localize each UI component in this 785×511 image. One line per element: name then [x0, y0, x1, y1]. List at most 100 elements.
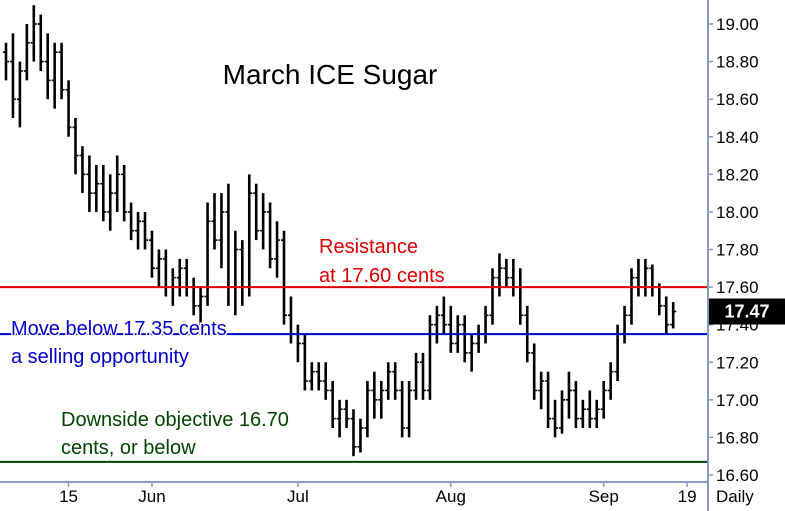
- price-bar: [426, 315, 433, 400]
- y-tick-label: 18.40: [716, 128, 759, 147]
- price-bar: [503, 258, 510, 288]
- price-bar: [260, 193, 267, 250]
- chart-title: March ICE Sugar: [223, 59, 438, 90]
- price-bar: [204, 202, 211, 306]
- price-bar: [392, 362, 399, 400]
- last-price-value: 17.47: [724, 302, 769, 322]
- price-bar: [447, 305, 454, 353]
- sell-trigger-label-line: a selling opportunity: [11, 346, 189, 368]
- price-bar: [350, 409, 357, 457]
- price-bar: [86, 155, 93, 212]
- price-bar: [176, 258, 183, 297]
- objective-label-line: Downside objective 16.70: [61, 409, 289, 431]
- price-bar: [510, 258, 517, 297]
- price-bar: [496, 253, 503, 297]
- price-bar: [135, 211, 142, 250]
- price-bar: [232, 230, 239, 316]
- price-bar: [79, 146, 86, 194]
- price-bar: [635, 258, 642, 297]
- price-bar: [663, 296, 670, 335]
- price-bar: [343, 399, 350, 429]
- price-bar: [586, 390, 593, 429]
- price-bar: [287, 296, 294, 344]
- price-bar: [336, 399, 343, 438]
- price-bar: [107, 174, 114, 231]
- price-bar: [642, 258, 649, 297]
- x-tick-label: Sep: [589, 487, 619, 506]
- price-bar: [378, 381, 385, 419]
- price-bar: [322, 362, 329, 400]
- price-bar: [482, 305, 489, 344]
- resistance-label-line: at 17.60 cents: [319, 265, 445, 287]
- price-bar: [531, 343, 538, 400]
- y-tick-label: 17.20: [716, 353, 759, 372]
- price-bar: [37, 14, 44, 71]
- price-bar: [413, 352, 420, 400]
- price-bar: [399, 381, 406, 438]
- price-bar: [385, 362, 392, 400]
- price-bar: [565, 371, 572, 419]
- y-tick-label: 18.20: [716, 165, 759, 184]
- y-tick-label: 17.60: [716, 278, 759, 297]
- price-bar: [190, 277, 197, 316]
- price-bar: [433, 305, 440, 344]
- y-tick-label: 17.00: [716, 391, 759, 410]
- y-axis-ticks: 16.6016.8017.0017.2017.4017.6017.8018.00…: [708, 15, 759, 485]
- y-tick-label: 16.60: [716, 466, 759, 485]
- price-bar: [572, 381, 579, 429]
- price-bar: [253, 183, 260, 241]
- price-bar: [128, 202, 135, 241]
- price-bar: [406, 381, 413, 438]
- price-bar: [148, 230, 155, 278]
- price-bar: [65, 80, 72, 137]
- price-bar: [489, 268, 496, 325]
- resistance-label-line: Resistance: [319, 236, 418, 258]
- price-bar: [44, 33, 51, 100]
- price-bar: [3, 42, 9, 81]
- price-bar: [545, 371, 552, 429]
- price-bar: [72, 117, 79, 175]
- price-bar: [197, 287, 204, 325]
- price-bar: [461, 315, 468, 363]
- price-bar: [420, 352, 426, 400]
- price-bar: [371, 371, 378, 419]
- level-annotations: Resistance at 17.60 cents Move below 17.35…: [10, 235, 447, 461]
- y-tick-label: 16.80: [716, 428, 759, 447]
- x-tick-label: Aug: [436, 487, 466, 506]
- x-tick-label: 19: [678, 487, 697, 506]
- y-tick-label: 18.00: [716, 203, 759, 222]
- price-bar: [579, 399, 586, 429]
- y-tick-label: 17.80: [716, 241, 759, 260]
- price-bar: [294, 324, 301, 363]
- price-bar: [552, 399, 559, 438]
- price-bar: [301, 334, 308, 391]
- price-bar: [114, 155, 121, 212]
- price-bar: [239, 240, 246, 306]
- x-axis-ticks: 15 Jun Jul Aug Sep 19: [59, 482, 697, 506]
- x-tick-label: Jun: [138, 487, 165, 506]
- price-bar: [315, 362, 322, 391]
- price-bar: [364, 381, 371, 438]
- price-bar: [267, 202, 274, 269]
- price-bar: [23, 24, 30, 81]
- price-bar: [246, 174, 253, 297]
- price-bar: [357, 418, 364, 453]
- objective-label-line: cents, or below: [61, 437, 196, 459]
- price-bar: [329, 381, 336, 429]
- price-bar: [628, 268, 635, 325]
- price-bar: [621, 305, 628, 344]
- x-period-label: Daily: [716, 487, 754, 506]
- price-bar: [30, 5, 37, 62]
- price-bar: [100, 164, 107, 222]
- price-bar: [670, 302, 677, 329]
- price-bar: [593, 399, 600, 429]
- horizontal-levels: [0, 286, 708, 463]
- price-bar: [211, 193, 218, 250]
- price-bar: [51, 42, 58, 109]
- price-bar: [281, 230, 287, 325]
- price-bar: [475, 324, 482, 353]
- price-bar: [607, 362, 614, 400]
- x-tick-label: 15: [59, 487, 78, 506]
- price-bar: [58, 42, 65, 100]
